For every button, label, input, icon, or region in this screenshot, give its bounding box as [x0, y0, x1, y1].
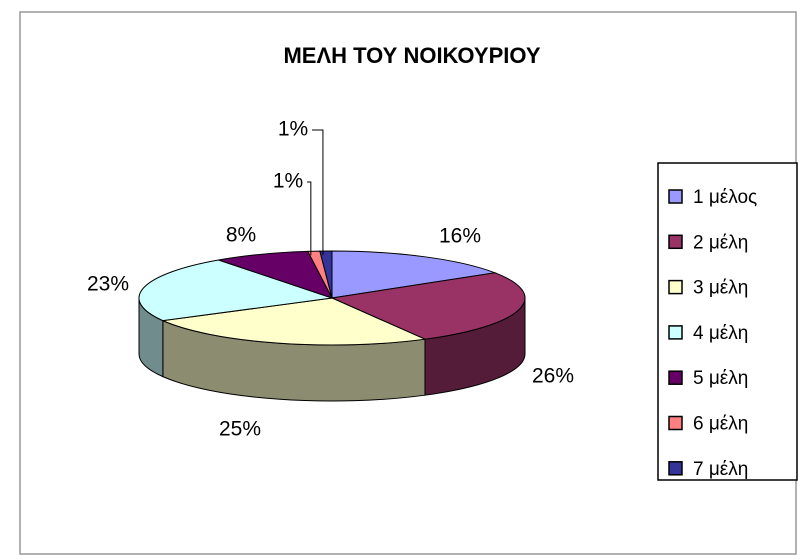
chart-title: ΜΕΛΗ ΤΟΥ ΝΟΙΚΟΥΡΙΟΥ: [283, 43, 540, 68]
legend-swatch: [668, 279, 683, 295]
slice: [331, 250, 497, 299]
data-label: 1%: [273, 170, 303, 193]
legend-swatch: [668, 234, 683, 250]
slice: [138, 259, 333, 322]
data-label: 26%: [532, 365, 574, 388]
slice: [218, 250, 334, 299]
legend-label: 5 μέλη: [693, 368, 748, 389]
slice: [319, 250, 333, 299]
legend-label: 1 μέλος: [693, 187, 757, 208]
slice: [161, 297, 427, 346]
legend-label: 3 μέλη: [693, 278, 748, 299]
legend-swatch: [668, 325, 683, 340]
legend-label: 4 μέλη: [693, 323, 748, 344]
legend-swatch: [668, 189, 683, 204]
data-label: 8%: [226, 224, 256, 247]
leader-line: [312, 129, 324, 256]
legend-label: 2 μέλη: [693, 232, 748, 253]
leader-line: [307, 181, 312, 256]
legend-swatch: [668, 370, 683, 385]
slice: [330, 272, 526, 340]
legend-swatch: [668, 461, 683, 476]
data-label: 23%: [87, 273, 129, 296]
legend-label: 6 μέλη: [693, 414, 748, 435]
data-label: 16%: [439, 225, 481, 248]
legend-swatch: [668, 415, 683, 431]
data-label: 1%: [278, 118, 308, 141]
legend-label: 7 μέλη: [693, 459, 748, 480]
data-label: 25%: [219, 418, 261, 441]
